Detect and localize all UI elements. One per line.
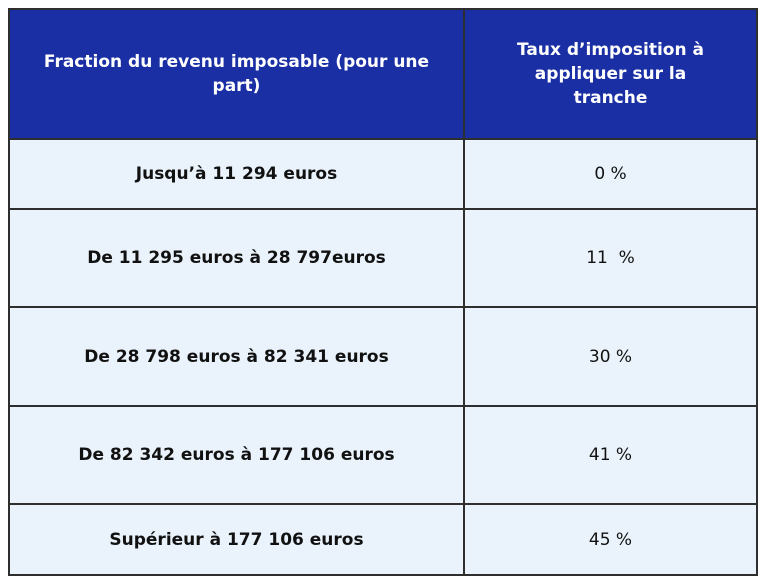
tax-rate: 45 % [463, 503, 758, 576]
table-row: De 82 342 euros à 177 106 euros 41 % [8, 405, 758, 505]
header-row: Fraction du revenu imposable (pour une p… [8, 8, 758, 140]
income-range: De 82 342 euros à 177 106 euros [8, 405, 465, 505]
tax-rate: 30 % [463, 306, 758, 407]
income-range: De 11 295 euros à 28 797euros [8, 208, 465, 308]
tax-rate: 41 % [463, 405, 758, 505]
header-income-fraction: Fraction du revenu imposable (pour une p… [8, 8, 465, 140]
income-range: Jusqu’à 11 294 euros [8, 138, 465, 210]
table-row: Jusqu’à 11 294 euros 0 % [8, 138, 758, 210]
table-row: Supérieur à 177 106 euros 45 % [8, 503, 758, 576]
table-row: De 28 798 euros à 82 341 euros 30 % [8, 306, 758, 407]
income-range: De 28 798 euros à 82 341 euros [8, 306, 465, 407]
tax-rate: 0 % [463, 138, 758, 210]
table-row: De 11 295 euros à 28 797euros 11 % [8, 208, 758, 308]
income-range: Supérieur à 177 106 euros [8, 503, 465, 576]
tax-bracket-table: Fraction du revenu imposable (pour une p… [8, 8, 758, 576]
tax-rate: 11 % [463, 208, 758, 308]
header-tax-rate: Taux d’imposition à appliquer sur la tra… [463, 8, 758, 140]
